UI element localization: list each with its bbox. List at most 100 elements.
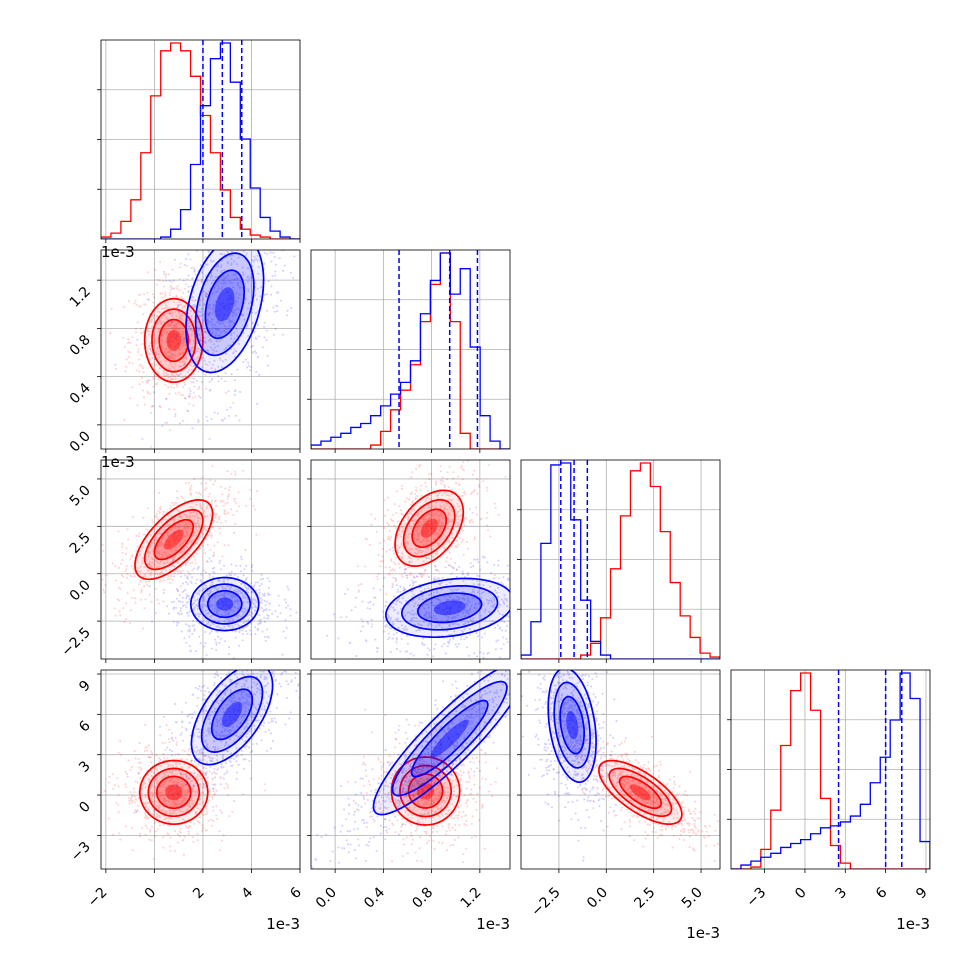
grid (101, 250, 301, 449)
y-tick-label: 0.8 (67, 332, 94, 359)
content (311, 670, 510, 869)
contour-line (143, 508, 204, 571)
density-fill (201, 676, 263, 753)
scatter-points (347, 680, 498, 864)
density-fill (598, 760, 682, 825)
density-fill (401, 585, 498, 630)
contour-line (372, 670, 510, 816)
contour-line (559, 695, 586, 755)
density-fill (411, 700, 488, 777)
contour-line (200, 675, 264, 753)
histogram-0-2 (521, 462, 720, 659)
panel-3-0: −2 0 2 4 6 −3 0 3 6 9 (68, 669, 305, 911)
contour-line (206, 589, 243, 619)
density-fill (391, 757, 460, 825)
y-tick-label: 0 (76, 799, 94, 817)
density-fill (164, 529, 184, 550)
contour-line (190, 670, 274, 766)
density-fill (548, 670, 597, 783)
y-tick-label: 6 (76, 718, 94, 736)
contour-line (151, 308, 197, 373)
contour-line (153, 518, 195, 561)
density-fill (166, 330, 182, 351)
density-fill (433, 600, 466, 616)
panel-0-0 (97, 39, 301, 243)
y-tick-label: 2.5 (67, 530, 94, 557)
density-fill (165, 784, 183, 801)
contour-line (391, 680, 508, 797)
density-fill (403, 499, 455, 557)
contour-line (416, 592, 483, 624)
histogram-1-3 (731, 672, 930, 869)
panel-3-3: −3 0 3 6 9 (727, 669, 931, 910)
y-tick-label: 9 (76, 678, 94, 696)
density-fill (199, 584, 251, 624)
contour-line (394, 489, 465, 567)
contour-line (158, 318, 190, 363)
contour-line (390, 756, 461, 826)
panel-2-2 (517, 459, 721, 663)
panel-1-0: 0.0 0.4 0.8 1.2 (67, 249, 301, 455)
contour-line (189, 576, 260, 632)
contour-line (185, 250, 265, 374)
content (103, 670, 300, 860)
content (326, 460, 510, 659)
density-fill (216, 597, 234, 611)
contour-line (194, 252, 255, 357)
content (101, 40, 300, 239)
density-fill (135, 499, 213, 580)
scatter-points (311, 670, 510, 869)
contour-line (598, 759, 683, 825)
contour-line (385, 577, 510, 639)
contour-line (138, 759, 209, 826)
x-offset-label: 1e-3 (896, 915, 930, 933)
axes-frame (100, 669, 301, 870)
histogram-1-1 (311, 252, 510, 449)
grid (101, 460, 301, 659)
density-fill (400, 765, 452, 817)
content (521, 670, 720, 863)
x-tick-label: 0.0 (584, 885, 611, 912)
grid (521, 460, 720, 659)
density-fill (408, 774, 443, 808)
contour-line (553, 681, 591, 769)
density-fill (420, 518, 438, 538)
density-fill (395, 490, 464, 567)
x-tick-label: 0 (142, 885, 160, 903)
x-tick-label: 3 (832, 885, 850, 903)
y-tick-label: 0.4 (67, 380, 94, 407)
x-tick-label: 1.2 (458, 885, 485, 912)
panel-2-1 (307, 459, 511, 663)
x-tick-label: 6 (287, 884, 305, 902)
x-offset-label: 1e-3 (686, 924, 720, 942)
density-fill (190, 577, 259, 631)
contour-line (410, 699, 489, 778)
density-fill (211, 689, 253, 740)
x-tick-label: 6 (873, 884, 891, 902)
density-fill (159, 319, 189, 362)
x-tick-label: 5.0 (679, 885, 706, 912)
x-tick-label: −2 (85, 885, 111, 911)
axes-frame (100, 459, 301, 660)
contour-line (547, 670, 597, 784)
y-tick-label: −2.5 (58, 625, 93, 660)
density-fill (195, 253, 254, 356)
histogram-0-3 (731, 672, 930, 869)
density-fill (554, 682, 591, 768)
density-fill (154, 519, 194, 560)
panel-3-2: −2.5 0.0 2.5 5.0 (517, 669, 721, 920)
contour-line (411, 508, 448, 549)
contour-line (210, 688, 254, 741)
content (311, 250, 510, 449)
x-tick-label: 9 (913, 885, 931, 903)
x-tick-label: 2.5 (631, 885, 658, 912)
density-fill (152, 309, 196, 372)
density-fill (148, 768, 200, 817)
histogram-0-1 (311, 252, 510, 449)
histogram-1-0 (101, 42, 300, 239)
contour-line (401, 584, 499, 631)
content (521, 460, 720, 659)
content (101, 465, 298, 659)
density-fill (412, 509, 447, 548)
